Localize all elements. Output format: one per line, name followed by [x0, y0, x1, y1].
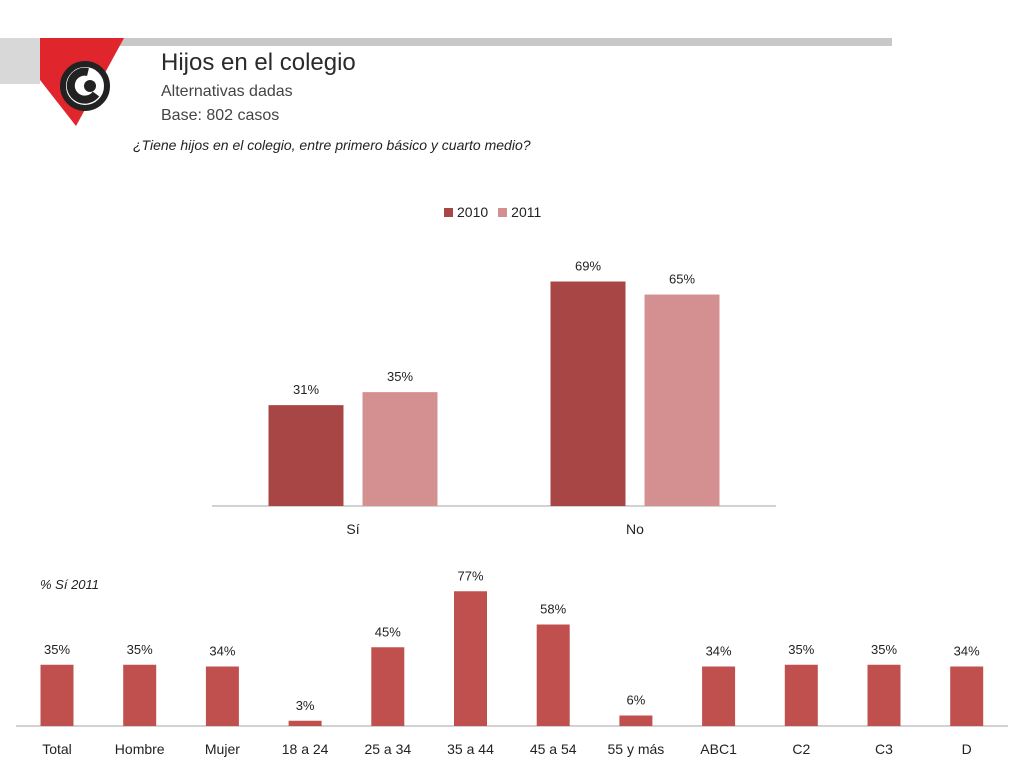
legend-label-2010: 2010 [457, 204, 489, 220]
data-label-10: 35% [871, 642, 897, 657]
data-label-6: 58% [540, 602, 566, 617]
bar-0 [40, 664, 74, 726]
legend-item-2011: 2011 [498, 204, 541, 220]
data-label-7: 6% [627, 693, 646, 708]
sample-base: Base: 802 casos [161, 107, 280, 124]
legend-swatch-2011 [498, 207, 508, 217]
bottom-chart-title: % Sí 2011 [40, 577, 100, 592]
category-label-2: Mujer [205, 741, 240, 757]
category-label-11: D [962, 741, 972, 757]
data-label-8: 34% [706, 644, 732, 659]
header-divider-bar [0, 38, 892, 46]
bar-8 [702, 666, 736, 726]
data-label-5: 77% [457, 568, 483, 583]
data-label-11: 34% [954, 644, 980, 659]
data-label-2: 34% [209, 644, 235, 659]
bar-3 [288, 720, 322, 726]
legend-item-2010: 2010 [444, 204, 488, 220]
bar-9 [784, 664, 818, 726]
top-bar-chart: 31% 35% Sí 69% 65% No [212, 259, 776, 537]
data-label-2010-0: 31% [293, 382, 319, 397]
category-label-9: C2 [792, 741, 810, 757]
bar-2010-0 [268, 405, 344, 506]
category-label-7: 55 y más [607, 741, 664, 757]
bar-2010-1 [550, 281, 626, 506]
category-label-1: No [626, 521, 644, 537]
data-label-3: 3% [296, 698, 315, 713]
data-label-2011-0: 35% [387, 369, 413, 384]
bar-4 [371, 647, 405, 726]
bar-2011-1 [644, 294, 720, 506]
category-label-5: 35 a 44 [447, 741, 494, 757]
bar-2011-0 [362, 392, 438, 506]
data-label-1: 35% [127, 642, 153, 657]
legend-label-2011: 2011 [511, 204, 542, 220]
category-label-10: C3 [875, 741, 893, 757]
bar-10 [867, 664, 901, 726]
category-label-0: Total [42, 741, 72, 757]
bar-7 [619, 715, 653, 726]
data-label-9: 35% [788, 642, 814, 657]
chart-legend: 2010 2011 [444, 204, 541, 220]
category-label-0: Sí [346, 521, 359, 537]
page-title: Hijos en el colegio [161, 49, 356, 76]
header-gray-block [0, 38, 40, 84]
data-label-2011-1: 65% [669, 272, 695, 287]
bar-2 [205, 666, 239, 726]
company-logo [40, 38, 124, 126]
category-label-3: 18 a 24 [282, 741, 329, 757]
survey-question: ¿Tiene hijos en el colegio, entre primer… [133, 137, 531, 153]
bar-1 [123, 664, 157, 726]
bar-6 [536, 624, 570, 726]
data-label-4: 45% [375, 624, 401, 639]
category-label-6: 45 a 54 [530, 741, 577, 757]
page-subtitle: Alternativas dadas [161, 83, 293, 100]
bar-11 [950, 666, 984, 726]
category-label-4: 25 a 34 [364, 741, 411, 757]
category-label-8: ABC1 [700, 741, 737, 757]
data-label-0: 35% [44, 642, 70, 657]
data-label-2010-1: 69% [575, 259, 601, 274]
category-label-1: Hombre [115, 741, 165, 757]
legend-swatch-2010 [444, 207, 453, 217]
bar-5 [454, 591, 487, 726]
